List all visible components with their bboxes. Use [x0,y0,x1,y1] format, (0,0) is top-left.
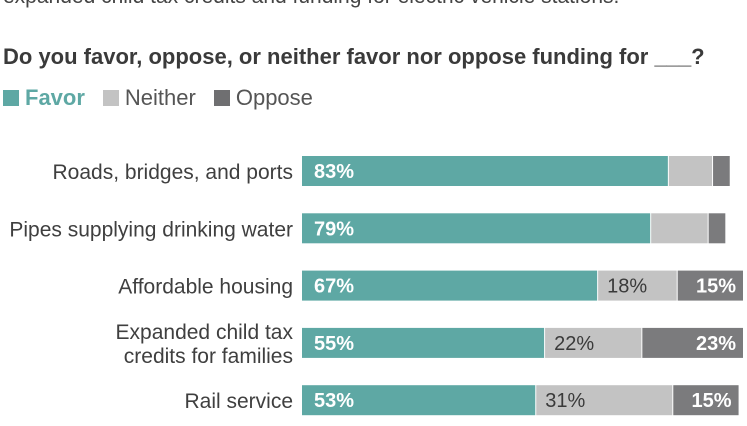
data-label-oppose-expanded-child-tax-credits-for-families: 23% [696,333,736,355]
category-label-pipes-supplying-drinking-water: Pipes supplying drinking water [9,218,293,241]
legend-swatch-oppose [213,90,230,106]
data-label-favor-rail-service: 53% [314,390,354,412]
legend: Favor Neither Oppose [3,84,331,112]
legend-swatch-neither [102,90,119,106]
bar-favor-rail-service [302,385,536,416]
bar-neither-roads-bridges-and-ports [668,156,713,186]
bar-favor-pipes-supplying-drinking-water [302,213,651,244]
legend-item-neither: Neither [102,85,196,111]
chart-question: Do you favor, oppose, or neither favor n… [3,44,705,69]
legend-swatch-favor [3,90,19,106]
data-label-oppose-rail-service: 15% [692,390,732,412]
legend-label-neither: Neither [124,85,196,110]
category-label-roads-bridges-and-ports: Roads, bridges, and ports [53,161,293,184]
bar-oppose-expanded-child-tax-credits-for-families [642,327,743,358]
category-label-affordable-housing: Affordable housing [118,276,293,299]
bar-oppose-affordable-housing [677,270,743,301]
data-label-neither-rail-service: 31% [545,390,585,412]
data-label-neither-expanded-child-tax-credits-for-families: 22% [554,333,594,355]
bar-neither-affordable-housing [598,270,677,301]
bar-oppose-roads-bridges-and-ports [713,156,730,186]
data-label-neither-affordable-housing: 18% [607,276,647,298]
data-label-oppose-affordable-housing: 15% [696,276,736,298]
data-label-favor-roads-bridges-and-ports: 83% [314,161,354,183]
bar-favor-affordable-housing [302,270,598,301]
intro-text: expanded child tax credits and funding f… [3,0,619,9]
bar-neither-rail-service [536,385,673,416]
category-label-expanded-child-tax-credits-for-families: credits for families [124,345,293,368]
bar-oppose-rail-service [673,385,739,416]
legend-label-favor: Favor [25,85,85,110]
bar-favor-roads-bridges-and-ports [302,156,668,186]
category-label-rail-service: Rail service [184,390,293,413]
bar-neither-pipes-supplying-drinking-water [651,213,708,244]
bar-neither-expanded-child-tax-credits-for-families [545,327,642,358]
legend-label-oppose: Oppose [235,85,313,110]
data-label-favor-affordable-housing: 67% [314,276,354,298]
legend-item-favor: Favor [3,85,85,111]
legend-item-oppose: Oppose [213,85,313,111]
bar-oppose-pipes-supplying-drinking-water [708,213,726,244]
bar-favor-expanded-child-tax-credits-for-families [302,327,545,358]
category-label-expanded-child-tax-credits-for-families: Expanded child tax [116,321,294,344]
data-label-favor-expanded-child-tax-credits-for-families: 55% [314,333,354,355]
data-label-favor-pipes-supplying-drinking-water: 79% [314,218,354,240]
